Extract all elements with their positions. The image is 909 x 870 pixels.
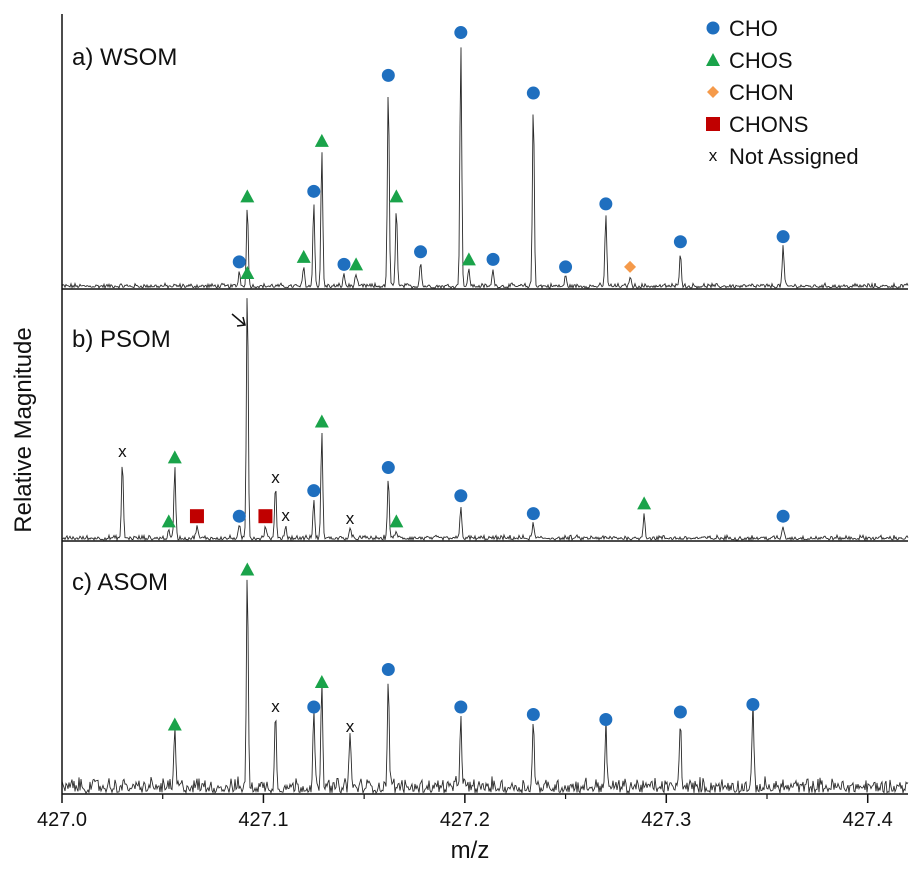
peak-marker-chos: [240, 189, 255, 203]
x-ticks: 427.0 427.1 427.2 427.3 427.4: [37, 794, 893, 831]
panel-c-label: c) ASOM: [72, 569, 168, 596]
x-tick-label: 427.3: [641, 809, 691, 831]
peak-marker-cho: [381, 461, 395, 475]
legend-label: CHONS: [729, 112, 808, 137]
peak-marker-chos: [637, 496, 652, 510]
peak-marker-cho: [526, 86, 540, 100]
peak-marker-chos: [314, 414, 329, 428]
x-tick-label: 427.2: [440, 809, 490, 831]
peak-marker-cho: [454, 700, 468, 714]
legend-marker-chons: [706, 117, 720, 131]
peak-marker-cho: [599, 713, 613, 726]
peak-marker-cho: [414, 245, 428, 259]
peak-marker-chos: [461, 252, 476, 266]
annotation-arrow: [231, 313, 246, 327]
peak-marker-cho: [381, 663, 395, 676]
peak-marker-not-assigned: x: [118, 442, 127, 461]
peak-marker-cho: [776, 230, 790, 244]
peak-marker-not-assigned: x: [281, 506, 290, 525]
y-axis-title: Relative Magnitude: [10, 327, 37, 532]
peak-marker-chos: [389, 189, 404, 203]
peak-marker-not-assigned: x: [271, 697, 280, 716]
peak-marker-cho: [337, 257, 351, 271]
peak-marker-chos: [167, 450, 182, 464]
peak-marker-chos: [240, 266, 255, 279]
peak-marker-chos: [161, 514, 176, 528]
peak-marker-cho: [746, 698, 760, 711]
peak-marker-cho: [307, 484, 321, 498]
legend-label: Not Assigned: [729, 144, 859, 169]
peak-marker-cho: [776, 509, 790, 523]
peak-marker-cho: [673, 235, 687, 249]
x-tick-label: 427.4: [843, 809, 893, 831]
legend-marker-cho: [706, 21, 720, 35]
peak-marker-cho: [599, 197, 613, 211]
peak-marker-cho: [307, 700, 321, 714]
peak-marker-chos: [167, 717, 182, 731]
spectrum-trace-2: [61, 298, 909, 542]
x-axis-title: m/z: [451, 837, 490, 864]
peak-marker-cho: [526, 708, 540, 721]
markers-layer: xxx xxx: [118, 26, 790, 736]
legend-marker-not-assigned: x: [709, 146, 718, 165]
peak-marker-chon: [624, 260, 637, 273]
legend-label: CHO: [729, 16, 778, 41]
peak-marker-cho: [454, 26, 468, 40]
peak-marker-not-assigned: x: [346, 717, 355, 736]
peak-marker-chos: [349, 257, 364, 271]
peak-marker-cho: [232, 509, 246, 523]
peak-marker-not-assigned: x: [346, 509, 355, 528]
legend: CHO CHOS CHON CHONS x Not Assigned: [706, 16, 859, 169]
panel-b-label: b) PSOM: [72, 326, 171, 353]
peak-marker-not-assigned: x: [271, 468, 280, 487]
peak-marker-chons: [189, 509, 204, 524]
panel-a-label: a) WSOM: [72, 44, 177, 71]
peak-marker-chos: [296, 249, 311, 263]
legend-marker-chon: [707, 86, 719, 98]
peak-marker-cho: [559, 260, 573, 274]
spectra-layer: [61, 47, 909, 795]
spectrum-trace-1: [61, 47, 909, 290]
spectrum-trace-3: [61, 579, 909, 795]
legend-marker-chos: [706, 53, 720, 66]
peak-marker-cho: [307, 184, 321, 198]
peak-marker-cho: [673, 705, 687, 719]
x-tick-label: 427.0: [37, 809, 87, 831]
peak-marker-cho: [526, 507, 540, 521]
peak-marker-chons: [258, 509, 273, 524]
peak-marker-cho: [232, 255, 246, 269]
x-tick-label: 427.1: [238, 809, 288, 831]
legend-label: CHON: [729, 80, 794, 105]
peak-marker-chos: [240, 562, 255, 576]
peak-marker-chos: [389, 514, 404, 528]
peak-marker-cho: [486, 252, 500, 266]
peak-marker-cho: [454, 489, 468, 503]
peak-marker-cho: [381, 68, 395, 82]
peak-marker-chos: [314, 133, 329, 147]
peak-marker-chos: [314, 675, 329, 688]
legend-label: CHOS: [729, 48, 793, 73]
